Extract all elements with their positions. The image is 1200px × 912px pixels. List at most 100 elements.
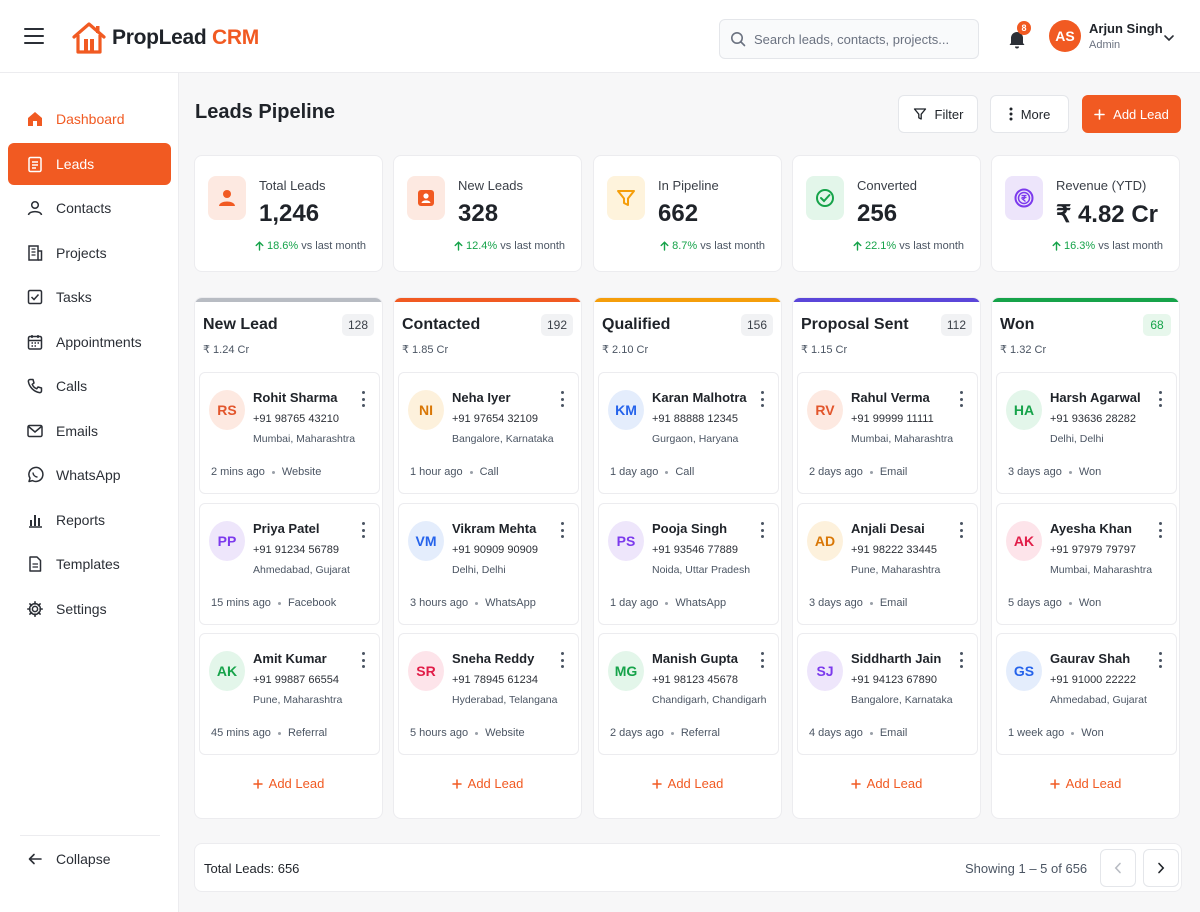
more-vertical-icon[interactable] xyxy=(955,391,967,407)
column-count-badge: 68 xyxy=(1143,314,1171,336)
lead-card[interactable]: KM Karan Malhotra +91 88888 12345 Gurgaon, … xyxy=(598,372,779,494)
separator-dot xyxy=(665,470,669,474)
more-vertical-icon[interactable] xyxy=(556,522,568,538)
sidebar-item-templates[interactable]: Templates xyxy=(8,543,171,585)
search-input[interactable] xyxy=(754,31,964,47)
lead-phone: +91 99999 11111 xyxy=(851,413,934,425)
column-add-lead-button[interactable]: Add Lead xyxy=(394,776,581,791)
more-vertical-icon[interactable] xyxy=(1154,391,1166,407)
more-vertical-icon[interactable] xyxy=(955,522,967,538)
lead-meta: 2 days ago Email xyxy=(809,466,907,478)
more-vertical-icon[interactable] xyxy=(556,391,568,407)
lead-name[interactable]: Gaurav Shah xyxy=(1050,651,1131,666)
sidebar-item-appointments[interactable]: Appointments xyxy=(8,321,171,363)
stat-label: Total Leads xyxy=(259,178,326,193)
more-vertical-icon[interactable] xyxy=(955,652,967,668)
user-menu[interactable]: AS Arjun Singh Admin xyxy=(1049,20,1163,52)
lead-card[interactable]: VM Vikram Mehta +91 90909 90909 Delhi, Delh… xyxy=(398,503,579,625)
more-button[interactable]: More xyxy=(990,95,1069,133)
lead-name[interactable]: Sneha Reddy xyxy=(452,651,535,666)
previous-page-button[interactable] xyxy=(1100,849,1136,887)
lead-name[interactable]: Rahul Verma xyxy=(851,390,930,405)
lead-card[interactable]: RV Rahul Verma +91 99999 11111 Mumbai, Maha… xyxy=(797,372,978,494)
sidebar-item-label: Dashboard xyxy=(56,111,125,127)
more-vertical-icon[interactable] xyxy=(556,652,568,668)
stat-change: 12.4% xyxy=(465,240,498,252)
bell-icon[interactable] xyxy=(1006,28,1028,50)
column-amount: ₹ 1.15 Cr xyxy=(801,344,848,356)
lead-name[interactable]: Harsh Agarwal xyxy=(1050,390,1141,405)
lead-name[interactable]: Vikram Mehta xyxy=(452,521,537,536)
stat-card-total-leads: Total Leads 1,246 18.6% vs last month xyxy=(194,155,383,272)
column-accent-bar xyxy=(394,298,581,302)
column-add-lead-button[interactable]: Add Lead xyxy=(195,776,382,791)
stat-comparison: vs last month xyxy=(1098,240,1163,252)
column-title: Won xyxy=(1000,316,1035,333)
sidebar-item-label: Settings xyxy=(56,601,107,617)
hamburger-menu-icon[interactable] xyxy=(24,28,44,44)
more-vertical-icon[interactable] xyxy=(756,391,768,407)
sidebar-item-emails[interactable]: Emails xyxy=(8,410,171,452)
lead-meta: 1 hour ago Call xyxy=(410,466,499,478)
lead-time: 1 week ago xyxy=(1008,727,1065,739)
sidebar-item-label: Contacts xyxy=(56,200,112,216)
lead-card[interactable]: PS Pooja Singh +91 93546 77889 Noida, Uttar… xyxy=(598,503,779,625)
lead-name[interactable]: Priya Patel xyxy=(253,521,320,536)
lead-name[interactable]: Manish Gupta xyxy=(652,651,738,666)
sidebar-item-tasks[interactable]: Tasks xyxy=(8,276,171,318)
sidebar-item-contacts[interactable]: Contacts xyxy=(8,187,171,229)
separator-dot xyxy=(277,601,281,605)
sidebar-item-calls[interactable]: Calls xyxy=(8,365,171,407)
sidebar-item-reports[interactable]: Reports xyxy=(8,499,171,541)
lead-source: Referral xyxy=(287,727,328,739)
column-add-lead-button[interactable]: Add Lead xyxy=(793,776,980,791)
column-add-lead-button[interactable]: Add Lead xyxy=(594,776,781,791)
sidebar-item-whatsapp[interactable]: WhatsApp xyxy=(8,454,171,496)
lead-card[interactable]: PP Priya Patel +91 91234 56789 Ahmedabad, G… xyxy=(199,503,380,625)
filter-button[interactable]: Filter xyxy=(898,95,978,133)
more-vertical-icon[interactable] xyxy=(756,522,768,538)
column-amount: ₹ 2.10 Cr xyxy=(602,344,649,356)
avatar: KM xyxy=(608,390,644,430)
lead-card[interactable]: HA Harsh Agarwal +91 93636 28282 Delhi, Del… xyxy=(996,372,1177,494)
lead-card[interactable]: AK Ayesha Khan +91 97979 79797 Mumbai, Maha… xyxy=(996,503,1177,625)
more-vertical-icon[interactable] xyxy=(357,652,369,668)
lead-name[interactable]: Neha Iyer xyxy=(452,390,511,405)
lead-name[interactable]: Siddharth Jain xyxy=(851,651,942,666)
sidebar-item-label: WhatsApp xyxy=(56,467,121,483)
sidebar-item-settings[interactable]: Settings xyxy=(8,588,171,630)
lead-name[interactable]: Ayesha Khan xyxy=(1050,521,1132,536)
arrow-up-icon xyxy=(853,241,862,251)
lead-name[interactable]: Amit Kumar xyxy=(253,651,327,666)
separator-dot xyxy=(869,601,873,605)
lead-card[interactable]: RS Rohit Sharma +91 98765 43210 Mumbai, Mah… xyxy=(199,372,380,494)
showing-range-text: Showing 1 – 5 of 656 xyxy=(965,861,1088,876)
global-search[interactable] xyxy=(719,19,979,59)
sidebar-item-dashboard[interactable]: Dashboard xyxy=(8,98,171,140)
sidebar-item-projects[interactable]: Projects xyxy=(8,232,171,274)
lead-name[interactable]: Anjali Desai xyxy=(851,521,925,536)
lead-card[interactable]: AK Amit Kumar +91 99887 66554 Pune, Maharas… xyxy=(199,633,380,755)
more-vertical-icon[interactable] xyxy=(357,522,369,538)
lead-card[interactable]: NI Neha Iyer +91 97654 32109 Bangalore, Kar… xyxy=(398,372,579,494)
lead-name[interactable]: Rohit Sharma xyxy=(253,390,338,405)
next-page-button[interactable] xyxy=(1143,849,1179,887)
lead-card[interactable]: SJ Siddharth Jain +91 94123 67890 Bangalore… xyxy=(797,633,978,755)
sidebar-item-leads[interactable]: Leads xyxy=(8,143,171,185)
lead-card[interactable]: SR Sneha Reddy +91 78945 61234 Hyderabad, T… xyxy=(398,633,579,755)
lead-name[interactable]: Pooja Singh xyxy=(652,521,728,536)
lead-card[interactable]: AD Anjali Desai +91 98222 33445 Pune, Mahar… xyxy=(797,503,978,625)
chevron-down-icon[interactable] xyxy=(1163,33,1175,43)
more-vertical-icon[interactable] xyxy=(357,391,369,407)
lead-card[interactable]: MG Manish Gupta +91 98123 45678 Chandigarh,… xyxy=(598,633,779,755)
column-add-lead-button[interactable]: Add Lead xyxy=(992,776,1179,791)
lead-name[interactable]: Karan Malhotra xyxy=(652,390,747,405)
collapse-button[interactable]: Collapse xyxy=(8,838,171,880)
lead-card[interactable]: GS Gaurav Shah +91 91000 22222 Ahmedabad, G… xyxy=(996,633,1177,755)
add-lead-button[interactable]: Add Lead xyxy=(1082,95,1181,133)
lead-time: 5 days ago xyxy=(1008,597,1062,609)
more-vertical-icon[interactable] xyxy=(1154,522,1166,538)
more-vertical-icon[interactable] xyxy=(1154,652,1166,668)
app-logo[interactable]: PropLead CRM xyxy=(72,22,259,54)
more-vertical-icon[interactable] xyxy=(756,652,768,668)
